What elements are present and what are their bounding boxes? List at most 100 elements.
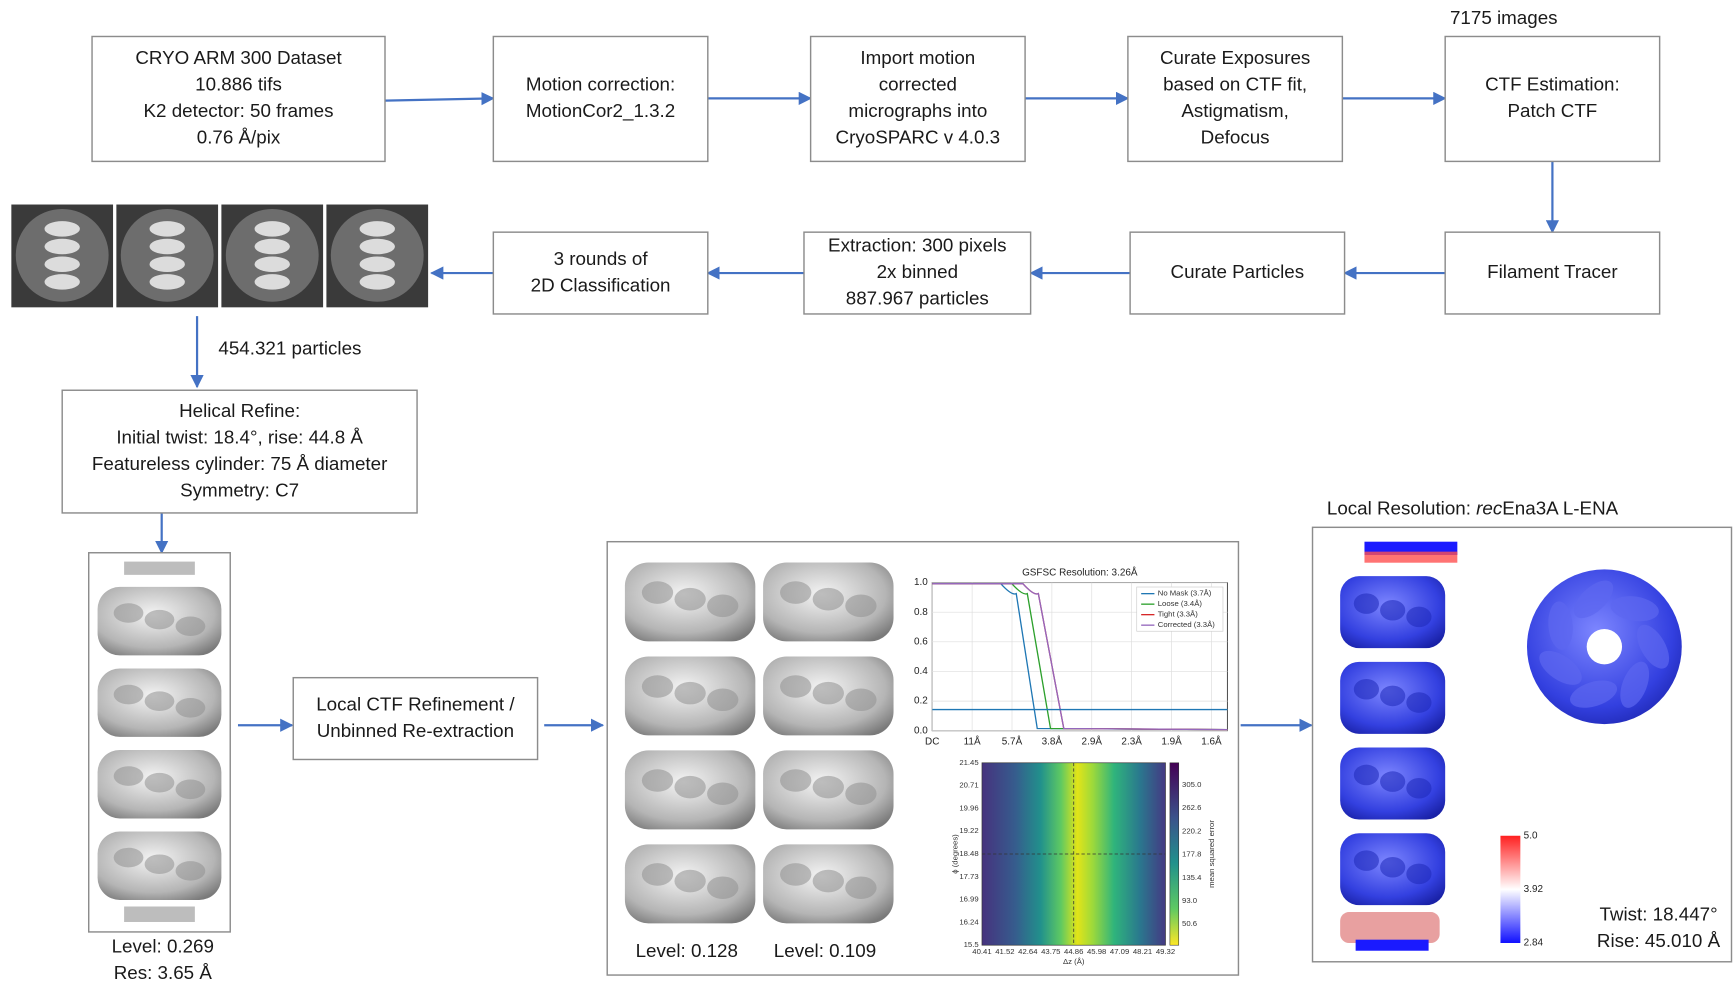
refined-map-detail [780, 581, 811, 604]
local-resolution-map-detail [1406, 864, 1431, 885]
twist-label: Twist: 18.447° [1599, 903, 1717, 924]
refined-map-detail [845, 876, 876, 899]
map-resolution: Res: 3.65 Å [114, 962, 213, 983]
node-label: Curate Particles [1171, 261, 1305, 282]
node-label: Curate Exposures [1160, 47, 1310, 68]
refined-map-detail [674, 588, 705, 611]
refined-map-detail [642, 675, 673, 698]
process-box [1445, 36, 1659, 161]
y-tick-label: 19.22 [959, 826, 978, 835]
node-label: Import motion [860, 47, 975, 68]
local-resolution-map-detail [1406, 778, 1431, 799]
y-tick-label: 21.45 [959, 758, 978, 767]
map-density-detail [114, 685, 144, 705]
node-label: 887.967 particles [846, 288, 989, 309]
node-label: Astigmatism, [1181, 100, 1289, 121]
y-tick-label: 0.8 [914, 607, 928, 618]
y-tick-label: 0.0 [914, 725, 928, 736]
process-box [293, 678, 537, 760]
y-tick-label: 0.2 [914, 696, 928, 707]
x-tick-label: 11Å [964, 736, 981, 747]
refined-map-detail [780, 769, 811, 792]
x-tick-label: 1.9Å [1161, 736, 1182, 747]
node-label: 2D Classification [531, 274, 671, 295]
local-resolution-map-detail [1380, 771, 1405, 792]
x-tick-label: 5.7Å [1002, 736, 1023, 747]
class-density [360, 221, 395, 236]
legend-label: No Mask (3.7Å) [1158, 589, 1212, 598]
x-tick-label: 40.41 [972, 947, 991, 956]
refined-map-detail [845, 782, 876, 805]
map-density-detail [145, 854, 175, 874]
axis-label: ϕ (degrees) [950, 834, 959, 874]
title-part: Local Resolution: [1327, 498, 1476, 519]
map-density-detail [114, 766, 144, 786]
local-resolution-map-detail [1354, 679, 1379, 700]
map-cap [1340, 912, 1439, 943]
node-label: CryoSPARC v 4.0.3 [836, 127, 1001, 148]
refined-map-detail [642, 769, 673, 792]
map-level: Level: 0.109 [774, 940, 876, 961]
page: { "nodes": [ {"lines": ["CRYO ARM 300 Da… [0, 0, 1734, 985]
refined-map-detail [674, 776, 705, 799]
colorbar-tick: 177.8 [1182, 850, 1201, 859]
map-density-detail [145, 773, 175, 793]
class-density [45, 274, 80, 289]
x-tick-label: 2.3Å [1121, 736, 1142, 747]
scale-label: 3.92 [1524, 884, 1544, 895]
colorbar-tick: 305.0 [1182, 780, 1201, 789]
map-cap [1364, 552, 1457, 563]
local-resolution-map-detail [1406, 607, 1431, 628]
node-label: CTF Estimation: [1485, 74, 1620, 95]
class-density [45, 256, 80, 271]
colorbar-tick: 262.6 [1182, 803, 1201, 812]
refined-map-detail [674, 682, 705, 705]
node-label: based on CTF fit, [1163, 74, 1307, 95]
class-density [360, 239, 395, 254]
x-tick-label: 1.6Å [1201, 736, 1222, 747]
map-density-detail [114, 848, 144, 868]
node-label: 0.76 Å/pix [197, 127, 281, 148]
y-tick-label: 0.4 [914, 666, 928, 677]
x-tick-label: DC [925, 736, 939, 747]
title-part: rec [1476, 498, 1503, 519]
x-tick-label: 44.86 [1064, 947, 1083, 956]
map-density-detail [176, 861, 206, 881]
refined-map-detail [845, 689, 876, 712]
map-level: Level: 0.269 [112, 935, 214, 956]
y-tick-label: 0.6 [914, 636, 928, 647]
refined-map-detail [813, 870, 844, 893]
class-density [150, 274, 185, 289]
class-density [360, 274, 395, 289]
map-density-detail [145, 610, 175, 630]
refined-map-detail [845, 595, 876, 618]
map-density-detail [176, 698, 206, 718]
x-tick-label: 2.9Å [1082, 736, 1103, 747]
map-cap [124, 562, 195, 575]
y-tick-label: 20.71 [959, 781, 978, 790]
node-label: Filament Tracer [1487, 261, 1617, 282]
class-density [150, 221, 185, 236]
axis-label: Δz (Å) [1063, 957, 1085, 966]
refined-map-detail [813, 776, 844, 799]
node-label: Unbinned Re-extraction [317, 720, 514, 741]
refined-map-detail [674, 870, 705, 893]
colorbar [1170, 763, 1179, 945]
x-tick-label: 43.75 [1041, 947, 1060, 956]
legend-label: Corrected (3.3Å) [1158, 620, 1215, 629]
scale-label: 5.0 [1524, 830, 1538, 841]
colorbar-label: mean squared error [1207, 820, 1216, 888]
y-tick-label: 16.24 [959, 917, 979, 926]
scale-label: 2.84 [1524, 938, 1544, 949]
node-label: Helical Refine: [179, 400, 300, 421]
node-label: K2 detector: 50 frames [144, 100, 334, 121]
x-tick-label: 42.64 [1018, 947, 1038, 956]
map-density-detail [176, 780, 206, 800]
rise-label: Rise: 45.010 Å [1597, 930, 1721, 951]
y-tick-label: 19.96 [959, 803, 978, 812]
class-density [255, 239, 290, 254]
arrow [385, 98, 493, 100]
title-part: Ena3A L-ENA [1502, 498, 1618, 519]
node-label: Local CTF Refinement / [316, 693, 515, 714]
x-tick-label: 41.52 [995, 947, 1014, 956]
